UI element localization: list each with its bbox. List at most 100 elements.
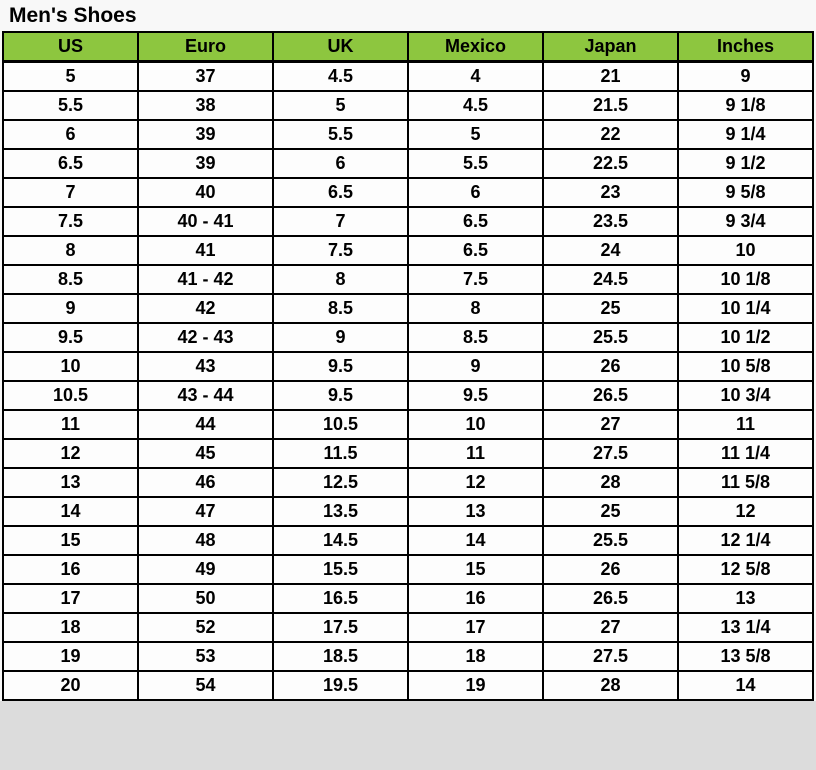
cell-uk: 16.5 <box>272 583 409 614</box>
cell-us: 9.5 <box>2 322 139 353</box>
cell-euro: 52 <box>137 612 274 643</box>
cell-inches: 10 1/2 <box>677 322 814 353</box>
cell-japan: 22 <box>542 119 679 150</box>
cell-us: 13 <box>2 467 139 498</box>
cell-us: 6.5 <box>2 148 139 179</box>
table-row: 9 42 8.5 8 25 10 1/4 <box>2 293 814 324</box>
cell-uk: 17.5 <box>272 612 409 643</box>
table-row: 17 50 16.5 16 26.5 13 <box>2 583 814 614</box>
table-row: 18 52 17.5 17 27 13 1/4 <box>2 612 814 643</box>
table-row: 12 45 11.5 11 27.5 11 1/4 <box>2 438 814 469</box>
cell-mexico: 7.5 <box>407 264 544 295</box>
table-row: 5.5 38 5 4.5 21.5 9 1/8 <box>2 90 814 121</box>
cell-inches: 12 <box>677 496 814 527</box>
cell-japan: 28 <box>542 467 679 498</box>
cell-us: 19 <box>2 641 139 672</box>
cell-euro: 38 <box>137 90 274 121</box>
cell-uk: 11.5 <box>272 438 409 469</box>
cell-inches: 9 3/4 <box>677 206 814 237</box>
cell-us: 5.5 <box>2 90 139 121</box>
cell-japan: 21 <box>542 60 679 92</box>
cell-inches: 10 5/8 <box>677 351 814 382</box>
cell-inches: 12 5/8 <box>677 554 814 585</box>
cell-mexico: 6.5 <box>407 206 544 237</box>
cell-euro: 40 <box>137 177 274 208</box>
cell-japan: 26 <box>542 351 679 382</box>
table-row: 10 43 9.5 9 26 10 5/8 <box>2 351 814 382</box>
cell-uk: 12.5 <box>272 467 409 498</box>
cell-japan: 27 <box>542 409 679 440</box>
cell-euro: 53 <box>137 641 274 672</box>
cell-inches: 9 1/4 <box>677 119 814 150</box>
cell-euro: 42 <box>137 293 274 324</box>
cell-us: 20 <box>2 670 139 701</box>
cell-mexico: 18 <box>407 641 544 672</box>
cell-us: 18 <box>2 612 139 643</box>
cell-inches: 13 1/4 <box>677 612 814 643</box>
shoe-size-conversion-table: US Euro UK Mexico Japan Inches 5 37 4.5 4 21 9 5.5 3… <box>2 31 814 701</box>
cell-mexico: 5 <box>407 119 544 150</box>
cell-inches: 14 <box>677 670 814 701</box>
cell-uk: 19.5 <box>272 670 409 701</box>
page-title: Men's Shoes <box>9 4 137 27</box>
cell-japan: 26.5 <box>542 583 679 614</box>
column-header-japan: Japan <box>542 31 679 63</box>
table-header: US Euro UK Mexico Japan Inches <box>2 31 814 63</box>
cell-us: 15 <box>2 525 139 556</box>
cell-uk: 18.5 <box>272 641 409 672</box>
table-row: 16 49 15.5 15 26 12 5/8 <box>2 554 814 585</box>
cell-mexico: 8 <box>407 293 544 324</box>
cell-mexico: 4 <box>407 60 544 92</box>
cell-euro: 49 <box>137 554 274 585</box>
cell-japan: 21.5 <box>542 90 679 121</box>
cell-mexico: 15 <box>407 554 544 585</box>
cell-inches: 9 1/2 <box>677 148 814 179</box>
cell-euro: 40 - 41 <box>137 206 274 237</box>
cell-uk: 15.5 <box>272 554 409 585</box>
cell-japan: 26.5 <box>542 380 679 411</box>
cell-euro: 39 <box>137 119 274 150</box>
cell-uk: 7 <box>272 206 409 237</box>
table-row: 9.5 42 - 43 9 8.5 25.5 10 1/2 <box>2 322 814 353</box>
cell-us: 6 <box>2 119 139 150</box>
cell-us: 5 <box>2 60 139 92</box>
cell-uk: 9.5 <box>272 380 409 411</box>
cell-mexico: 5.5 <box>407 148 544 179</box>
table-row: 20 54 19.5 19 28 14 <box>2 670 814 701</box>
cell-uk: 5 <box>272 90 409 121</box>
cell-mexico: 17 <box>407 612 544 643</box>
cell-us: 9 <box>2 293 139 324</box>
table-row: 7 40 6.5 6 23 9 5/8 <box>2 177 814 208</box>
cell-uk: 6 <box>272 148 409 179</box>
cell-us: 10.5 <box>2 380 139 411</box>
table-row: 11 44 10.5 10 27 11 <box>2 409 814 440</box>
cell-euro: 43 - 44 <box>137 380 274 411</box>
cell-euro: 44 <box>137 409 274 440</box>
cell-japan: 25.5 <box>542 525 679 556</box>
cell-us: 16 <box>2 554 139 585</box>
table-header-row: US Euro UK Mexico Japan Inches <box>2 31 814 63</box>
cell-mexico: 12 <box>407 467 544 498</box>
column-header-mexico: Mexico <box>407 31 544 63</box>
cell-mexico: 8.5 <box>407 322 544 353</box>
table-row: 5 37 4.5 4 21 9 <box>2 60 814 92</box>
cell-inches: 10 1/4 <box>677 293 814 324</box>
cell-mexico: 10 <box>407 409 544 440</box>
table-row: 8.5 41 - 42 8 7.5 24.5 10 1/8 <box>2 264 814 295</box>
cell-japan: 23 <box>542 177 679 208</box>
cell-inches: 11 1/4 <box>677 438 814 469</box>
cell-us: 7 <box>2 177 139 208</box>
cell-uk: 8 <box>272 264 409 295</box>
cell-euro: 48 <box>137 525 274 556</box>
cell-uk: 8.5 <box>272 293 409 324</box>
cell-japan: 25.5 <box>542 322 679 353</box>
cell-japan: 22.5 <box>542 148 679 179</box>
cell-japan: 27 <box>542 612 679 643</box>
cell-euro: 42 - 43 <box>137 322 274 353</box>
cell-inches: 10 1/8 <box>677 264 814 295</box>
cell-inches: 10 <box>677 235 814 266</box>
cell-uk: 4.5 <box>272 60 409 92</box>
column-header-euro: Euro <box>137 31 274 63</box>
cell-euro: 41 - 42 <box>137 264 274 295</box>
cell-mexico: 6.5 <box>407 235 544 266</box>
